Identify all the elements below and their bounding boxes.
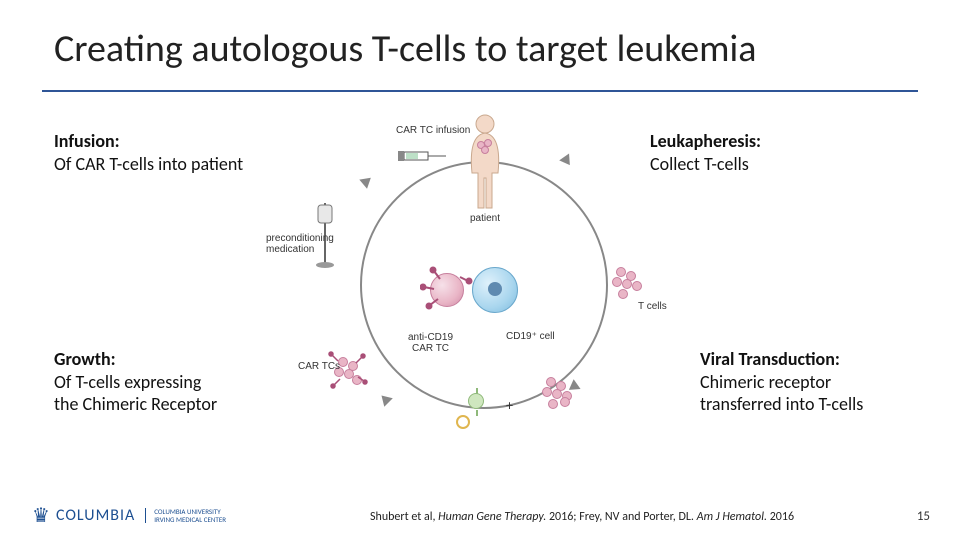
- label-infusion-body: Of CAR T-cells into patient: [54, 153, 243, 175]
- label-growth-l2: the Chimeric Receptor: [54, 393, 217, 415]
- diagram-label-cartcs: CAR TCs: [298, 361, 340, 372]
- citation-p1: Shubert et al,: [370, 510, 438, 524]
- receptor-icon: [420, 265, 480, 315]
- label-infusion-head: Infusion:: [54, 130, 120, 152]
- citation-p2: 2016; Frey, NV and Porter, DL.: [549, 510, 697, 524]
- cycle-arrow-icon: [359, 173, 374, 189]
- diagram-label-cd19cell: CD19⁺ cell: [506, 331, 555, 342]
- crown-icon: ♛: [32, 503, 50, 528]
- syringe-icon: [398, 147, 442, 159]
- plasmid-icon: [456, 415, 470, 429]
- label-infusion: Infusion: Of CAR T-cells into patient: [54, 130, 314, 175]
- logo-subtitle: COLUMBIA UNIVERSITY IRVING MEDICAL CENTE…: [145, 508, 226, 523]
- diagram-label-anti-l1: anti-CD19: [408, 332, 453, 343]
- label-growth: Growth: Of T-cells expressing the Chimer…: [54, 348, 284, 416]
- diagram-label-anti-l2: CAR TC: [412, 343, 449, 354]
- columbia-logo: ♛ COLUMBIA COLUMBIA UNIVERSITY IRVING ME…: [32, 503, 226, 528]
- diagram-label-anticd19: anti-CD19 CAR TC: [408, 333, 453, 354]
- page-number: 15: [917, 509, 930, 524]
- plus-icon: +: [506, 397, 513, 414]
- logo-name: COLUMBIA: [56, 506, 135, 525]
- label-transd-l2: transferred into T-cells: [700, 393, 863, 415]
- title-underline: [42, 90, 918, 92]
- diagram-label-precon-l2: medication: [266, 244, 314, 255]
- diagram-label-tcells: T cells: [638, 301, 667, 312]
- label-transd-head: Viral Transduction:: [700, 348, 840, 370]
- label-transd-l1: Chimeric receptor: [700, 371, 831, 393]
- diagram-label-precon: preconditioning medication: [266, 233, 334, 255]
- label-growth-l1: Of T-cells expressing: [54, 371, 201, 393]
- citation-ital2: Am J Hematol.: [697, 510, 770, 524]
- diagram-label-patient: patient: [470, 213, 500, 224]
- slide-title: Creating autologous T-cells to target le…: [54, 26, 756, 72]
- label-leukapheresis: Leukapheresis: Collect T-cells: [650, 130, 900, 175]
- diagram-label-precon-l1: preconditioning: [266, 233, 334, 244]
- citation-text: Shubert et al, Human Gene Therapy. 2016;…: [370, 510, 794, 524]
- virus-icon: [468, 393, 484, 409]
- car-t-cycle-diagram: CAR TC infusion patient preconditioning …: [300, 105, 670, 445]
- cycle-arrow-icon: [377, 391, 393, 407]
- diagram-label-infusion: CAR TC infusion: [396, 125, 470, 136]
- label-growth-head: Growth:: [54, 348, 116, 370]
- label-transduction: Viral Transduction: Chimeric receptor tr…: [700, 348, 940, 416]
- citation-p3: 2016: [770, 510, 794, 524]
- citation-ital1: Human Gene Therapy.: [438, 510, 549, 524]
- logo-sub-l2: IRVING MEDICAL CENTER: [154, 515, 226, 524]
- cycle-arrow-icon: [559, 153, 575, 168]
